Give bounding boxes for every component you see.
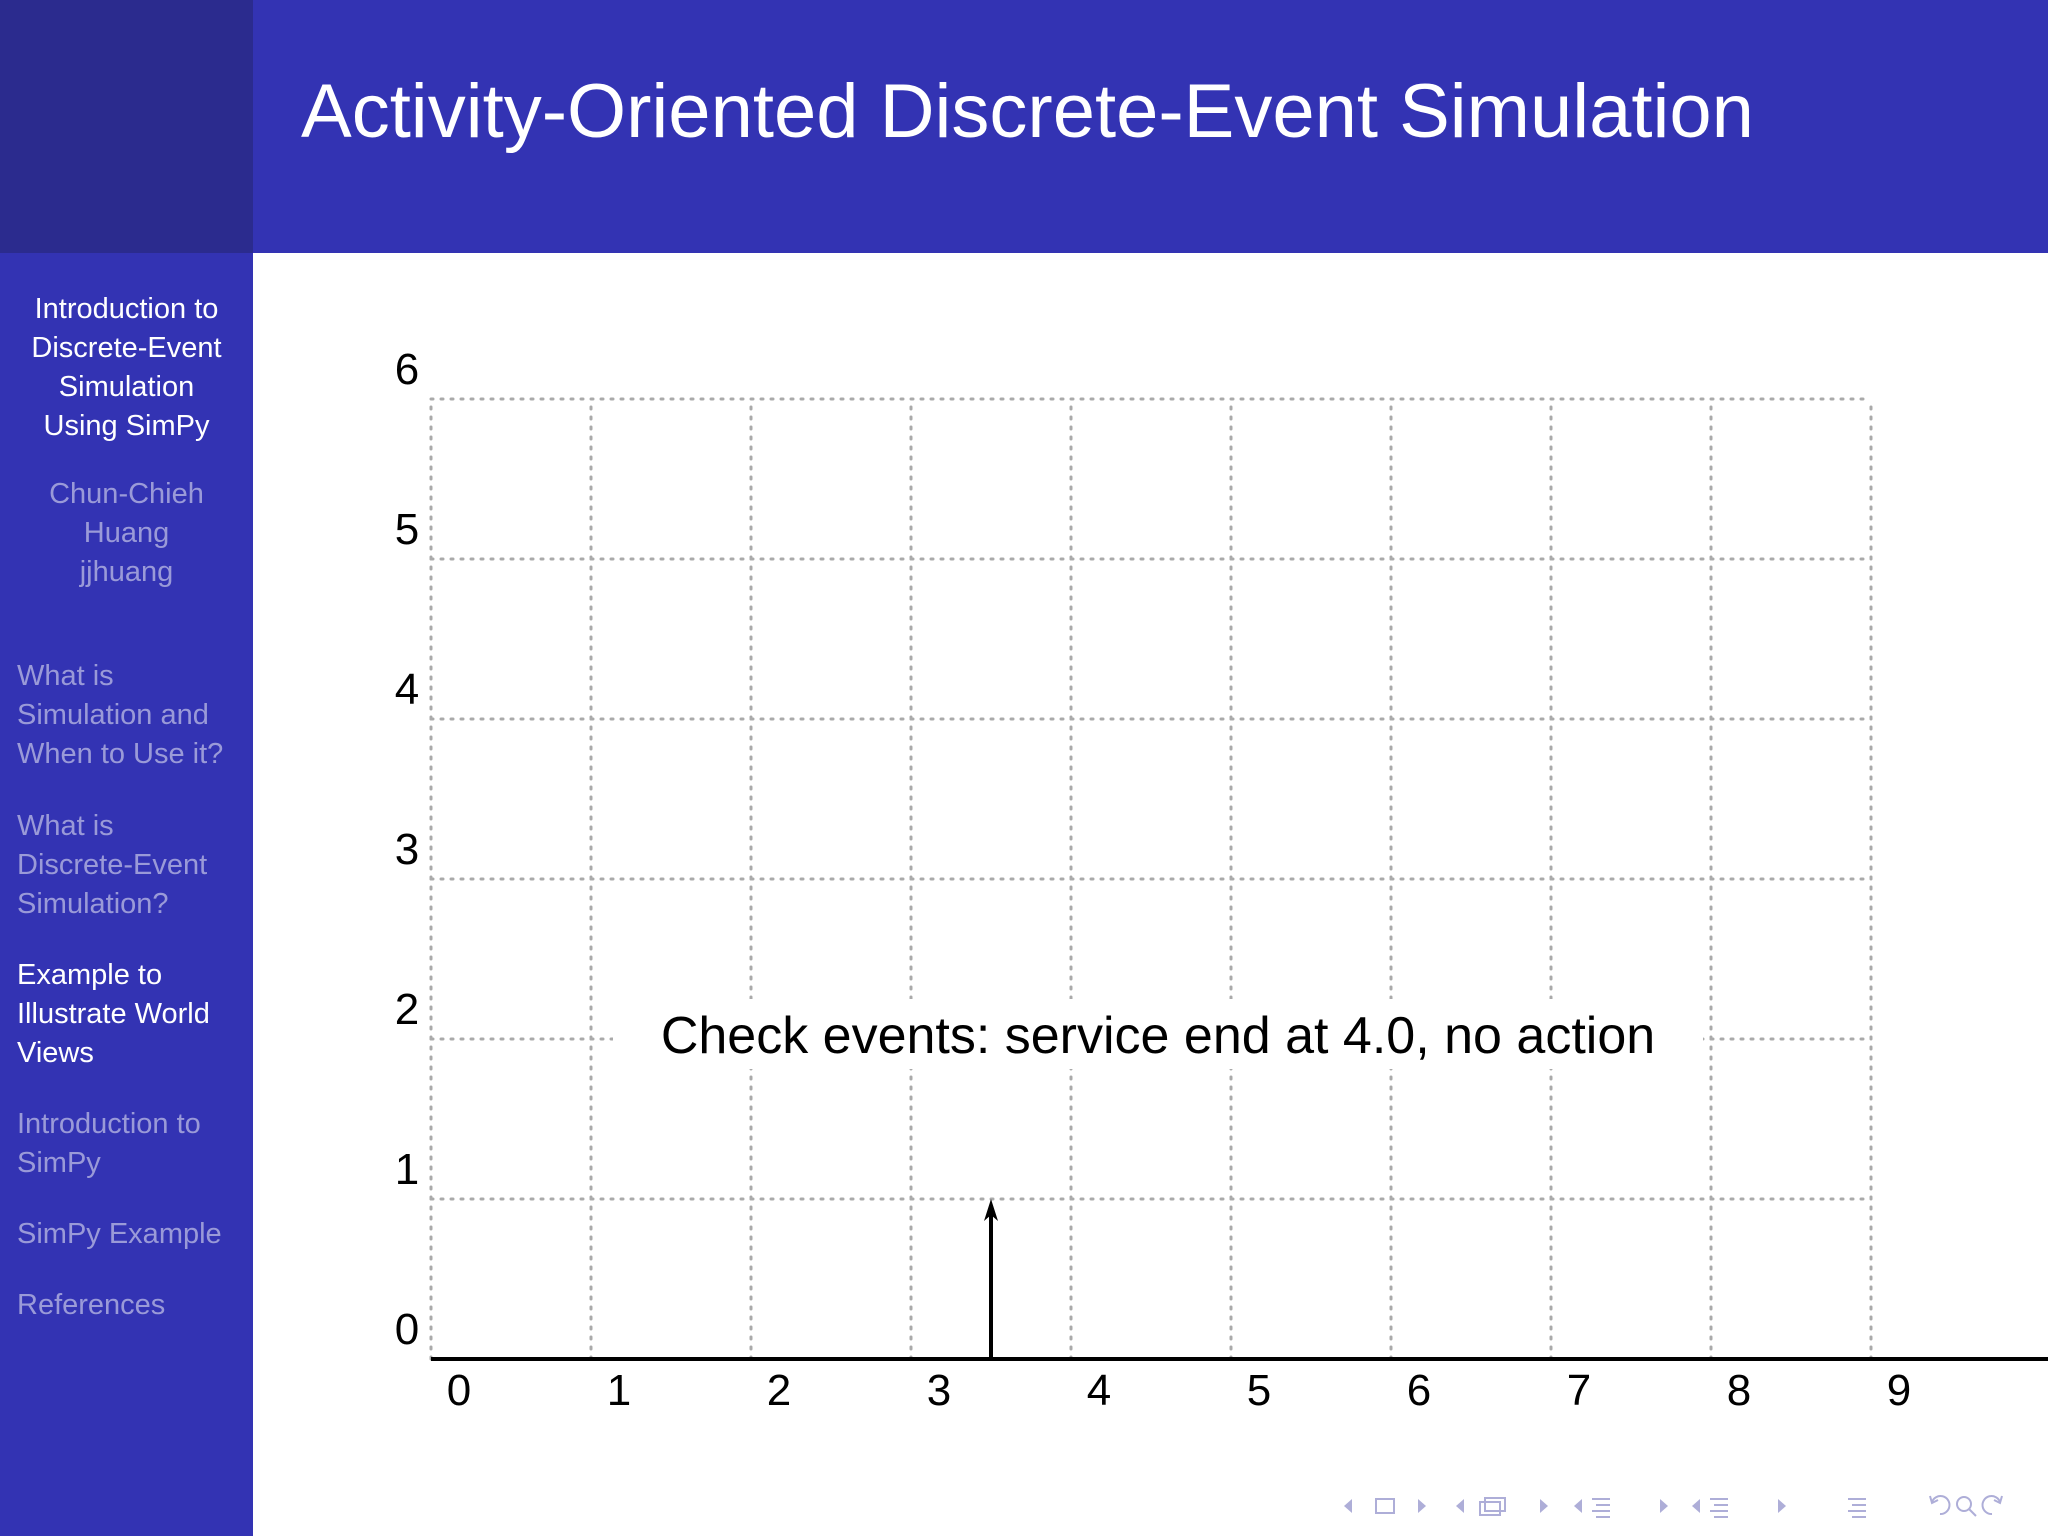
toc-line: Discrete-Event [17,849,208,881]
toc-line: When to Use it? [17,738,224,770]
sidebar: Introduction to Discrete-Event Simulatio… [0,253,253,1536]
presentation-title[interactable]: Introduction to Discrete-Event Simulatio… [0,290,253,446]
toc-line: Simulation? [17,888,169,920]
event-arrow [984,1199,998,1359]
author-info: Chun-Chieh Huang jjhuang [0,475,253,592]
title-line: Discrete-Event [31,332,222,364]
author-line: Huang [83,517,170,549]
toc-item-what-is-simulation[interactable]: What is Simulation and When to Use it? [17,657,247,774]
search-icon[interactable] [1956,1496,1977,1517]
x-tick-label: 5 [1247,1366,1271,1415]
timeline-chart: 0 1 2 3 4 5 6 7 8 9 0 1 2 3 4 5 6 Check events: service … [395,345,2048,1415]
slide-title: Activity-Oriented Discrete-Event Simulat… [301,69,1754,154]
toc-line: Illustrate World [17,998,210,1030]
subsection-icon[interactable] [1479,1497,1506,1516]
prev-section-icon[interactable] [1574,1499,1582,1513]
toc-line: Views [17,1037,94,1069]
next-slide-icon[interactable] [1778,1499,1786,1513]
y-tick-label: 2 [395,985,419,1034]
y-tick-label: 0 [395,1305,419,1354]
toc-line: SimPy Example [17,1218,222,1250]
slide-header: Activity-Oriented Discrete-Event Simulat… [253,0,2048,253]
author-line: jjhuang [79,556,174,588]
events [984,1199,998,1359]
y-tick-label: 3 [395,825,419,874]
header-corner [0,0,253,253]
prev-subsection-icon[interactable] [1456,1499,1464,1513]
x-tick-label: 3 [927,1366,951,1415]
title-line: Using SimPy [43,410,210,442]
toc-item-world-views[interactable]: Example to Illustrate World Views [17,956,247,1073]
slide-list-icon[interactable] [1710,1498,1728,1518]
beamer-navigation-bar [1344,1495,2003,1518]
tick-labels: 0 1 2 3 4 5 6 7 8 9 0 1 2 3 4 5 6 [395,345,1911,1415]
annotation-text: Check events: service end at 4.0, no act… [661,1007,1655,1065]
x-tick-label: 0 [447,1366,471,1415]
toc-line: SimPy [17,1147,101,1179]
toc-item-references[interactable]: References [17,1286,247,1325]
toc-item-simpy-example[interactable]: SimPy Example [17,1215,247,1254]
x-tick-label: 2 [767,1366,791,1415]
toc-line: References [17,1289,166,1321]
author-line: Chun-Chieh [49,478,204,510]
toc-item-what-is-des[interactable]: What is Discrete-Event Simulation? [17,807,247,924]
annotations: Check events: service end at 4.0, no act… [613,999,1703,1069]
y-tick-label: 1 [395,1145,419,1194]
toc-line: Example to [17,959,163,991]
toc-icon[interactable] [1848,1498,1866,1518]
y-tick-label: 6 [395,345,419,394]
x-tick-label: 1 [607,1366,631,1415]
next-section-icon[interactable] [1660,1499,1668,1513]
toc-line: What is [17,660,114,692]
toc-line: What is [17,810,114,842]
prev-icon[interactable] [1344,1499,1352,1513]
prev-slide-icon[interactable] [1692,1499,1700,1513]
frame-icon[interactable] [1375,1498,1395,1514]
toc-line: Introduction to [17,1108,201,1140]
event-arrow-head [984,1199,998,1221]
grid [429,397,1873,1361]
x-tick-label: 7 [1567,1366,1591,1415]
x-tick-label: 6 [1407,1366,1431,1415]
x-tick-label: 8 [1727,1366,1751,1415]
title-line: Simulation [58,371,195,403]
x-tick-label: 4 [1087,1366,1111,1415]
x-tick-label: 9 [1887,1366,1911,1415]
y-tick-label: 5 [395,505,419,554]
toc-line: Simulation and [17,699,209,731]
title-line: Introduction to [34,293,219,325]
y-tick-label: 4 [395,665,419,714]
next-subsection-icon[interactable] [1540,1499,1548,1513]
redo-icon[interactable] [1981,1495,2003,1516]
toc-item-intro-simpy[interactable]: Introduction to SimPy [17,1105,247,1183]
undo-icon[interactable] [1929,1495,1951,1516]
next-icon[interactable] [1418,1499,1426,1513]
section-icon[interactable] [1592,1498,1610,1518]
annotation-background [613,999,1703,1069]
